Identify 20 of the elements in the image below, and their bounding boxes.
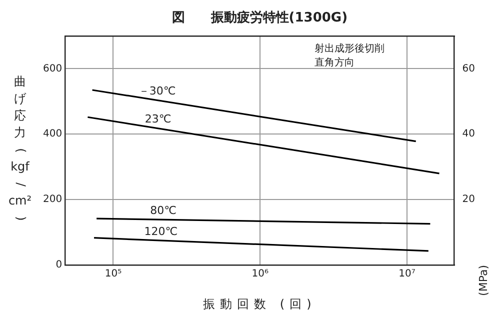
y2-tick-label: 60: [462, 63, 476, 74]
y2-tick-label: 20: [462, 194, 476, 206]
series-label: 80℃: [150, 204, 176, 217]
y2-axis-title: (MPa): [477, 265, 490, 296]
series-label: 23℃: [144, 112, 172, 126]
y-tick-label: 400: [42, 128, 62, 140]
x-tick-label: 10⁶: [252, 268, 268, 280]
y-tick-label: 0: [56, 260, 62, 271]
annotation: 射出成形後切削: [314, 42, 384, 55]
y-tick-label: 600: [42, 63, 62, 74]
text: 曲げ応力(kgf/cm²): [8, 74, 32, 221]
y2-tick-label: 40: [462, 128, 476, 140]
x-tick-label: 10⁷: [398, 268, 416, 280]
series-label: －30℃: [138, 84, 176, 98]
y-tick-label: 200: [42, 194, 62, 206]
chart-title: 図 振動疲労特性(1300G): [172, 9, 348, 26]
x-axis-title: 振動回数 (回): [203, 297, 316, 312]
x-tick-label: 10⁵: [104, 268, 122, 280]
annotation: 直角方向: [314, 56, 354, 69]
series-label: 120℃: [144, 224, 178, 238]
